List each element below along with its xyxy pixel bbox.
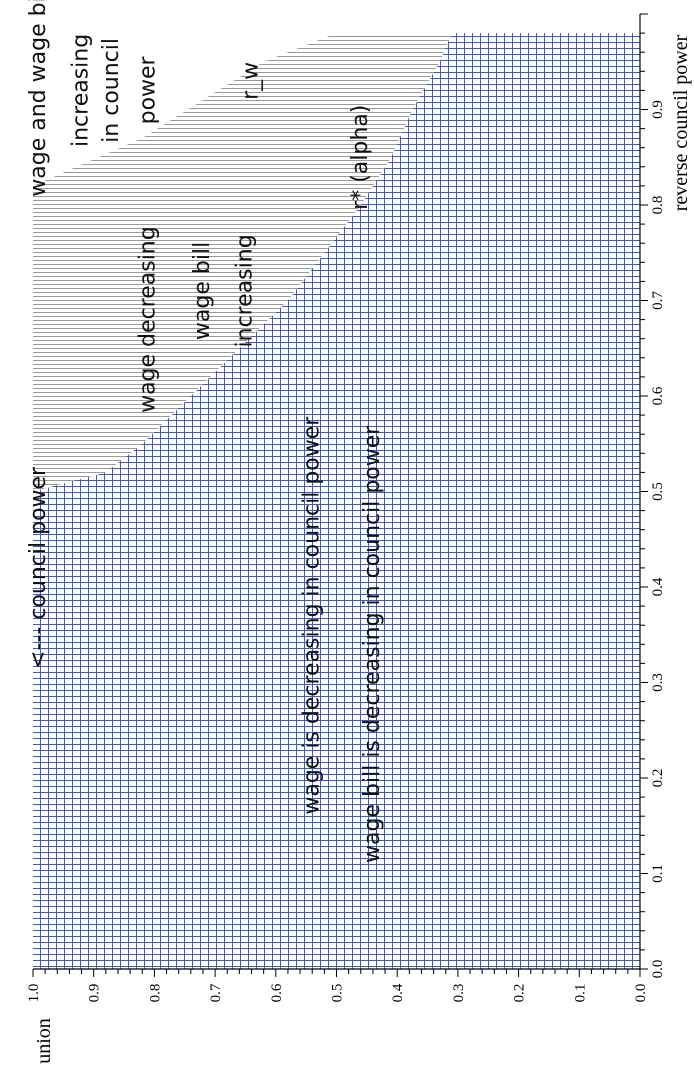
annotation-wb-cp: wage bill is decreasing in council power [360,425,385,863]
annotation-wb-inc-2: increasing [233,234,258,347]
x-tick-label: 0.3 [650,673,666,692]
y-tick-label: 0.8 [147,984,163,1003]
y-tick-label: 0.9 [87,984,103,1003]
y-tick-label: 0.7 [208,983,224,1002]
annotation-council: <--- council power [26,466,51,669]
y-tick-label: 0.4 [390,983,406,1002]
x-tick-label: 0.5 [650,482,666,501]
x-tick-label: 0.1 [650,864,666,883]
x-tick-label: 0.2 [650,769,666,788]
axes-layer: 0.0 0.1 0.2 0.3 0.4 0.5 0.6 0.7 0.8 0.9 0.0 0.1 0.2 0… [26,13,692,1064]
annotation-rw: r_w [239,62,264,100]
annotation-rstar: r* (alpha) [348,105,373,210]
annotation-wage-dec: wage decreasing [135,226,160,413]
y-tick-label: 0.6 [269,983,285,1002]
annotation-wage-cp: wage is decreasing in council power [299,416,324,815]
annotations-layer: <--- council power wage decreasing wage bi… [26,0,385,863]
x-tick-label: 0.9 [650,100,666,119]
hatched-region-r-w [33,33,452,492]
x-tick-label: 0.6 [650,386,666,405]
y-tick-label: 1.0 [26,984,42,1003]
x-tick-label: 0.4 [650,577,666,596]
annotation-top-4: power [135,55,160,124]
regions-layer [33,33,640,970]
annotation-top-3: in council [99,38,124,143]
x-tick-label: 0.8 [650,196,666,215]
y-tick-label: 0.0 [633,984,649,1003]
annotation-top-1: wage and wage bill [26,0,51,197]
annotation-top-2: increasing [69,34,94,147]
y-tick-label: 0.2 [512,984,528,1003]
x-axis-title: reverse council power [670,34,692,211]
annotation-wb-inc-1: wage bill [190,242,215,340]
x-tick-label: 0.7 [650,291,666,310]
grid-region-r-alpha- [33,33,640,970]
y-tick-label: 0.1 [572,984,588,1003]
y-axis-title: union [33,1018,55,1064]
y-tick-label: 0.3 [451,984,467,1003]
y-tick-label: 0.5 [330,984,346,1003]
x-tick-label: 0.0 [650,960,666,979]
